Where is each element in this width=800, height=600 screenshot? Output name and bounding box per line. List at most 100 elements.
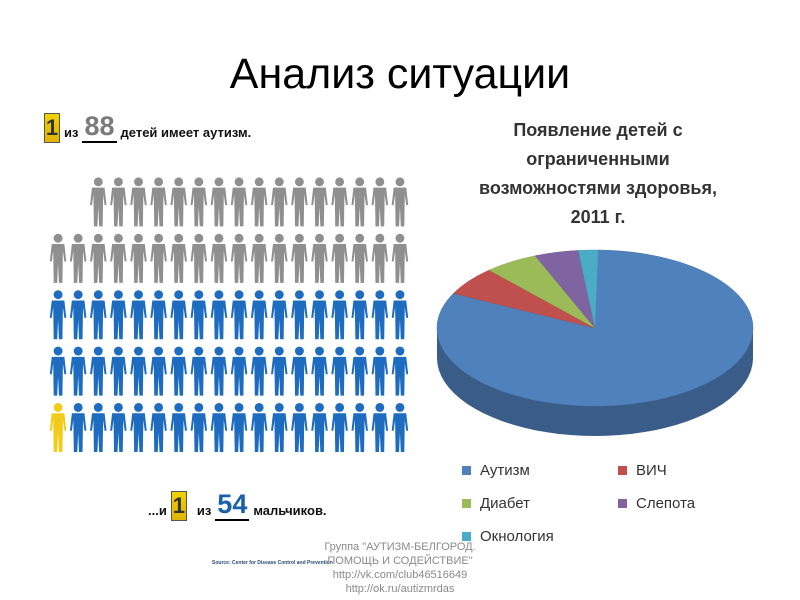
person-icon-blue: [170, 290, 187, 340]
person-icon-grey: [291, 177, 308, 227]
person-icon-blue: [230, 402, 248, 453]
person-icon-grey: [210, 233, 228, 283]
legend-item: Окнология: [462, 528, 554, 545]
watermark: Группа "АУТИЗМ-БЕЛГОРОД. ПОМОЩЬ И СОДЕЙС…: [280, 540, 520, 596]
person-icon-blue: [311, 290, 328, 340]
person-icon-blue: [351, 402, 368, 453]
person-icon-grey: [69, 233, 87, 283]
person-icon-grey: [190, 177, 208, 227]
watermark-line: http://ok.ru/autizmrdas: [345, 583, 455, 595]
person-icon-grey: [351, 177, 368, 227]
chart-title-line: возможностями здоровья,: [478, 178, 718, 198]
person-icon-blue: [291, 290, 308, 340]
one-badge: 1: [170, 491, 187, 521]
legend-label: Слепота: [636, 495, 696, 512]
person-icon-blue: [351, 346, 368, 396]
person-icon-grey: [250, 177, 268, 227]
person-icon-blue: [391, 346, 409, 396]
watermark-line: Группа "АУТИЗМ-БЕЛГОРОД.: [324, 541, 476, 553]
person-icon-blue: [331, 290, 348, 340]
person-icon-grey: [90, 177, 107, 227]
stat-text: детей имеет аутизм.: [120, 125, 252, 140]
from-word: из: [196, 503, 212, 518]
people-grid: [49, 177, 409, 453]
person-icon-blue: [90, 402, 107, 453]
person-icon-blue: [150, 290, 167, 340]
legend-swatch: [462, 532, 471, 541]
person-icon-blue: [110, 402, 127, 453]
slide-title: Анализ ситуации: [229, 50, 571, 98]
person-icon-blue: [110, 346, 127, 396]
person-icon-blue: [190, 402, 208, 453]
legend-swatch: [462, 466, 471, 475]
person-icon-grey: [331, 177, 348, 227]
person-icon-grey: [291, 233, 308, 283]
person-icon-blue: [351, 290, 368, 340]
person-icon-grey: [170, 233, 187, 283]
person-icon-blue: [90, 346, 107, 396]
person-icon-blue: [210, 402, 228, 453]
person-icon-blue: [391, 290, 409, 340]
person-icon-grey: [110, 233, 127, 283]
legend-label: ВИЧ: [636, 462, 667, 479]
person-icon-blue: [170, 346, 187, 396]
chart-title-line: Появление детей с: [513, 120, 683, 140]
person-icon-grey: [331, 233, 348, 283]
person-icon-blue: [311, 402, 328, 453]
pie-chart: [436, 249, 754, 436]
legend-label: Окнология: [480, 528, 554, 545]
person-icon-grey: [130, 177, 147, 227]
person-icon-blue: [210, 346, 228, 396]
legend-item: Диабет: [462, 495, 530, 512]
person-icon-grey: [271, 233, 288, 283]
person-icon-blue: [150, 346, 167, 396]
person-icon-blue: [49, 346, 67, 396]
person-icon-grey: [311, 233, 328, 283]
person-icon-grey: [230, 233, 248, 283]
person-icon-blue: [250, 402, 268, 453]
person-icon-grey: [351, 233, 368, 283]
person-icon-blue: [371, 346, 389, 396]
person-icon-blue: [291, 346, 308, 396]
person-icon-blue: [250, 346, 268, 396]
person-icon-grey: [271, 177, 288, 227]
person-icon-blue: [150, 402, 167, 453]
person-icon-blue: [291, 402, 308, 453]
person-icon-blue: [331, 346, 348, 396]
person-icon-blue: [271, 402, 288, 453]
legend-swatch: [618, 466, 627, 475]
person-icon-blue: [49, 290, 67, 340]
person-icon-grey: [110, 177, 127, 227]
stat-line-boys: ...и 1 из 54 мальчиков.: [148, 490, 327, 521]
person-icon-blue: [331, 402, 348, 453]
person-icon-blue: [371, 402, 389, 453]
legend-swatch: [618, 499, 627, 508]
one-badge: 1: [44, 113, 60, 143]
person-icon-grey: [130, 233, 147, 283]
person-icon-grey: [190, 233, 208, 283]
legend-label: Аутизм: [480, 462, 530, 479]
chart-title-line: ограниченными: [526, 149, 670, 169]
legend-item: Аутизм: [462, 462, 530, 479]
person-icon-highlight: [49, 402, 67, 453]
person-icon-blue: [69, 402, 87, 453]
person-icon-blue: [130, 346, 147, 396]
legend-item: Слепота: [618, 495, 695, 512]
person-icon-blue: [110, 290, 127, 340]
person-icon-grey: [391, 177, 409, 227]
person-icon-grey: [210, 177, 228, 227]
person-icon-grey: [150, 177, 167, 227]
from-word: из: [64, 125, 79, 140]
person-icon-blue: [271, 290, 288, 340]
chart-title: Появление детей с ограниченными возможно…: [448, 116, 748, 232]
person-icon-grey: [150, 233, 167, 283]
person-icon-blue: [250, 290, 268, 340]
stat-line-autism: 1 из 88 детей имеет аутизм.: [44, 112, 251, 143]
pie-slice: [578, 249, 599, 329]
person-icon-blue: [170, 402, 187, 453]
prefix-text: ...и: [148, 503, 167, 518]
person-icon-blue: [271, 346, 288, 396]
person-icon-grey: [391, 233, 409, 283]
person-icon-blue: [311, 346, 328, 396]
person-icon-grey: [371, 233, 389, 283]
